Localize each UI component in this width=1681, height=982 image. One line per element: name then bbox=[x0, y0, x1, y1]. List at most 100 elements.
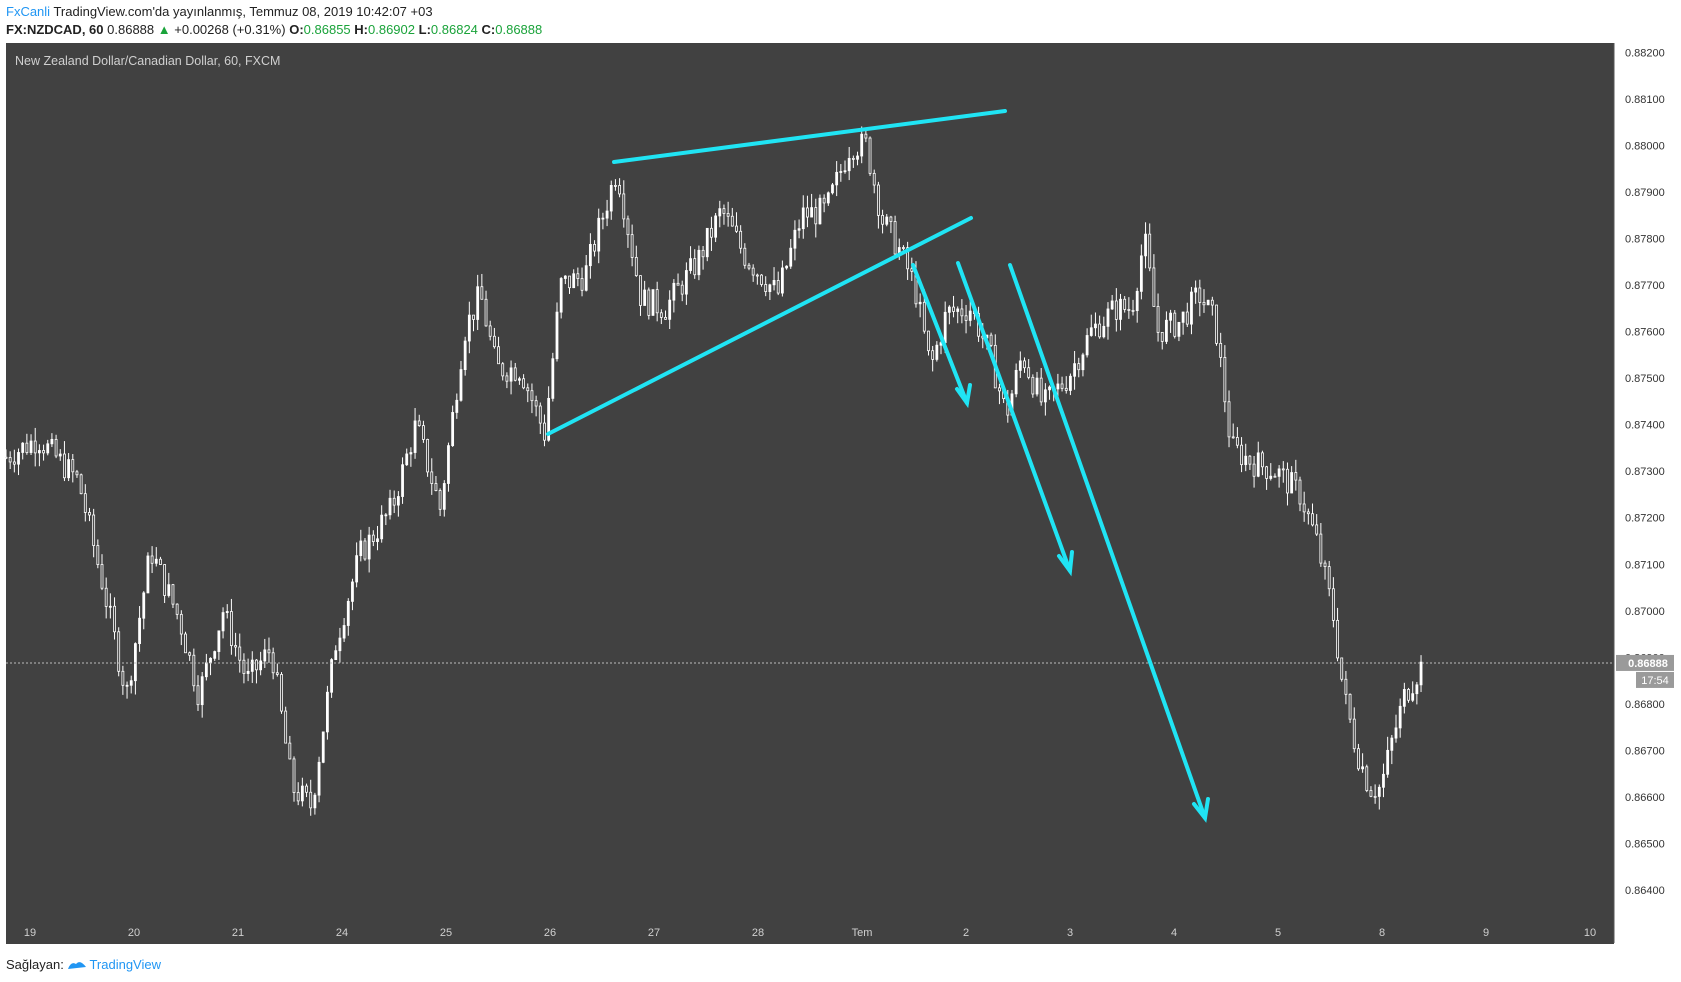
candle-body bbox=[868, 137, 872, 174]
candle-body bbox=[255, 659, 258, 671]
candle-body bbox=[447, 445, 450, 484]
candle-body bbox=[1298, 479, 1302, 505]
candle-body bbox=[476, 286, 480, 320]
current-price-value: 0.86888 bbox=[1628, 658, 1668, 670]
candle-body bbox=[1169, 312, 1172, 321]
candle-body bbox=[1373, 795, 1377, 798]
candle-body bbox=[647, 289, 651, 316]
candle-body bbox=[793, 229, 797, 249]
candle-body bbox=[50, 438, 54, 445]
candle-body bbox=[209, 657, 212, 664]
candle-body bbox=[735, 225, 738, 232]
candle-body bbox=[79, 474, 83, 495]
candle-body bbox=[1290, 472, 1294, 494]
candle-body bbox=[1344, 678, 1348, 695]
long-arrow-line[interactable] bbox=[1008, 263, 1207, 820]
candle-body bbox=[1365, 766, 1369, 791]
candle-body bbox=[100, 564, 104, 589]
candle-body bbox=[760, 274, 763, 285]
candle-body bbox=[968, 310, 972, 321]
candle-body bbox=[559, 278, 563, 313]
mid-arrow-head-icon bbox=[1057, 550, 1074, 577]
candle-body bbox=[626, 218, 630, 236]
candle-body bbox=[722, 208, 726, 214]
candle-body bbox=[104, 587, 108, 607]
candle-body bbox=[271, 652, 275, 674]
last-price: 0.86888 bbox=[107, 22, 155, 37]
drawings-layer[interactable] bbox=[546, 109, 1210, 823]
tradingview-link[interactable]: TradingView bbox=[89, 957, 161, 972]
symbol-interval: FX:NZDCAD, 60 bbox=[6, 22, 104, 37]
y-tick-12: 0.87000 bbox=[1625, 606, 1665, 618]
candle-body bbox=[881, 214, 884, 225]
candle-body bbox=[426, 439, 429, 473]
candle-body bbox=[1244, 455, 1248, 466]
candle-body bbox=[225, 611, 229, 613]
candle-body bbox=[1014, 369, 1018, 395]
author-link[interactable]: FxCanli bbox=[6, 4, 51, 19]
chart-title: New Zealand Dollar/Canadian Dollar, 60, … bbox=[15, 54, 280, 68]
candle-body bbox=[96, 545, 100, 565]
candle-body bbox=[159, 558, 162, 565]
time-axis[interactable] bbox=[6, 918, 1614, 944]
candle-body bbox=[1273, 475, 1277, 478]
candle-body bbox=[296, 792, 300, 802]
candle-body bbox=[1110, 300, 1114, 310]
candle-body bbox=[1027, 367, 1031, 378]
candle-body bbox=[655, 289, 659, 314]
candle-body bbox=[747, 264, 751, 269]
x-tick-11: 4 bbox=[1171, 927, 1177, 939]
x-tick-2: 21 bbox=[232, 927, 244, 939]
candle-body bbox=[1185, 311, 1189, 325]
price-axis[interactable] bbox=[1614, 43, 1676, 943]
candle-body bbox=[121, 670, 125, 686]
countdown-tag-bg bbox=[1636, 671, 1674, 688]
candle-body bbox=[1098, 323, 1102, 338]
candle-body bbox=[25, 442, 29, 453]
candle-body bbox=[1127, 309, 1131, 311]
short-arrow-head-icon bbox=[955, 383, 972, 409]
candle-body bbox=[1240, 444, 1243, 466]
candle-body bbox=[1302, 503, 1306, 513]
candle-body bbox=[856, 155, 859, 160]
candle-body bbox=[330, 659, 333, 693]
upper-trendline[interactable] bbox=[612, 109, 1007, 164]
candle-body bbox=[1023, 360, 1026, 369]
short-arrow-line[interactable] bbox=[911, 263, 969, 405]
candle-body bbox=[317, 761, 321, 796]
candle-body bbox=[659, 312, 663, 318]
x-tick-1: 20 bbox=[128, 927, 140, 939]
candle-body bbox=[267, 649, 271, 654]
candle-body bbox=[806, 207, 809, 218]
mid-arrow-line[interactable] bbox=[956, 261, 1072, 573]
candle-body bbox=[334, 650, 338, 661]
candle-body bbox=[1219, 342, 1223, 358]
x-tick-8: Tem bbox=[852, 927, 873, 939]
candle-body bbox=[455, 399, 459, 413]
candle-body bbox=[1327, 566, 1331, 590]
candle-body bbox=[1190, 291, 1193, 325]
candle-body bbox=[1390, 737, 1394, 751]
x-tick-10: 3 bbox=[1067, 927, 1073, 939]
candle-body bbox=[1064, 387, 1068, 391]
candle-body bbox=[42, 450, 45, 454]
lower-trendline[interactable] bbox=[546, 216, 973, 436]
candle-body bbox=[768, 284, 772, 292]
tradingview-logo-icon bbox=[68, 962, 87, 969]
low-value: 0.86824 bbox=[430, 22, 478, 37]
candle-body bbox=[1315, 524, 1319, 535]
candle-body bbox=[1114, 300, 1118, 320]
candle-body bbox=[484, 298, 488, 327]
y-tick-2: 0.88000 bbox=[1625, 140, 1665, 152]
candle-body bbox=[92, 514, 96, 546]
candle-body bbox=[171, 584, 175, 605]
candle-body bbox=[614, 185, 617, 187]
up-arrow-icon: ▲ bbox=[157, 22, 171, 37]
candle-body bbox=[814, 207, 818, 225]
candle-body bbox=[1198, 287, 1202, 303]
candle-body bbox=[142, 592, 146, 619]
candle-body bbox=[1348, 693, 1352, 720]
candle-body bbox=[801, 207, 805, 230]
candle-body bbox=[563, 275, 567, 279]
